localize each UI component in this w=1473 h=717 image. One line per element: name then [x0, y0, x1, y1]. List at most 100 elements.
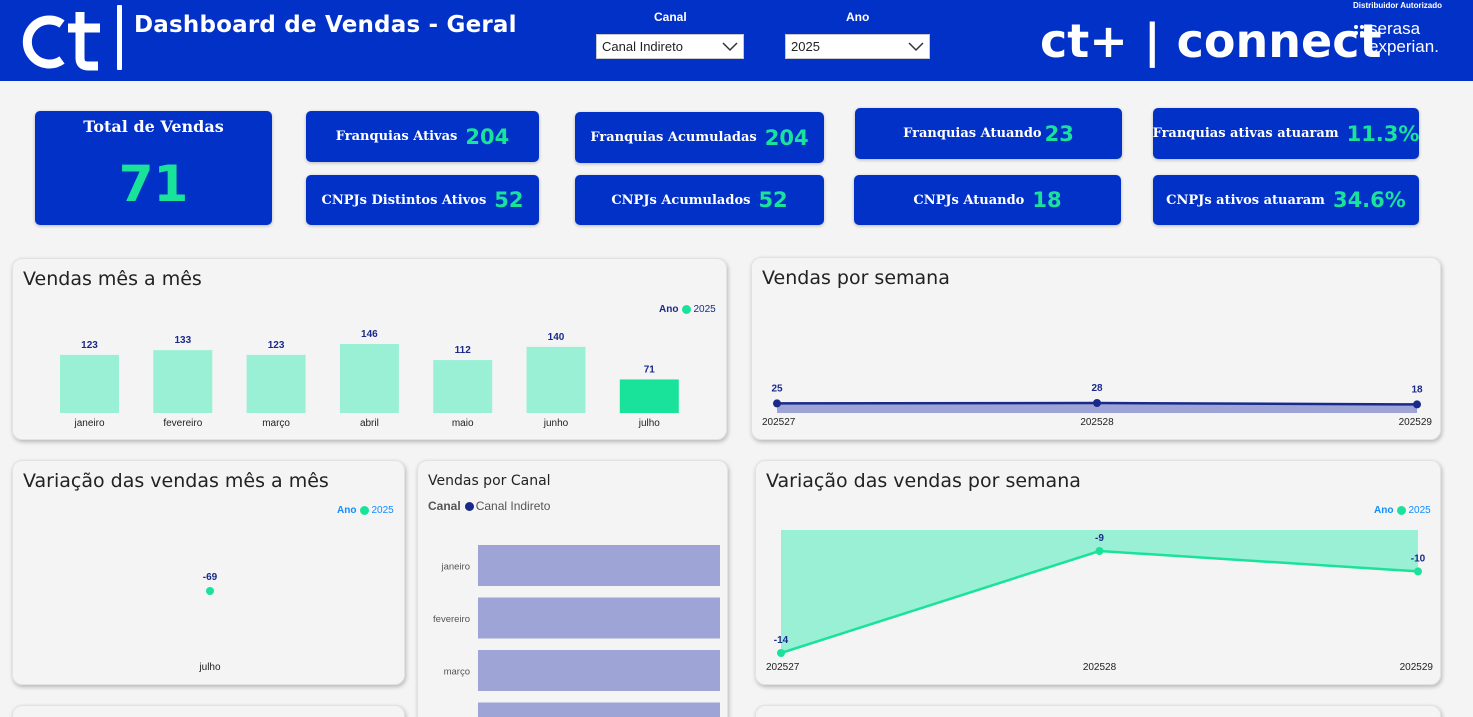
data-point	[1413, 400, 1421, 409]
x-tick-label: julho	[638, 418, 661, 429]
legend-label: Canal Indireto	[475, 499, 551, 513]
panel-monthly-variation[interactable]: Variação das vendas mês a mês Ano 2025 -…	[12, 460, 405, 685]
filter-canal-value: Canal Indireto	[602, 39, 683, 54]
kpi-label: CNPJs Distintos Ativos	[321, 192, 487, 208]
kpi-card: CNPJs Distintos Ativos 52	[306, 175, 539, 225]
kpi-value: 52	[494, 188, 524, 212]
kpi-card: CNPJs Atuando 18	[854, 175, 1121, 225]
area-fill	[777, 403, 1417, 413]
chart-legend: Ano 2025	[337, 505, 394, 516]
data-label: 112	[455, 345, 472, 356]
logo-divider	[117, 5, 122, 70]
x-tick-label: 202528	[1080, 417, 1114, 428]
filter-ano-select[interactable]: 2025	[785, 34, 930, 59]
data-label: 18	[1411, 384, 1423, 395]
kpi-total-label: Total de Vendas	[83, 117, 224, 136]
chart-legend: Ano 2025	[659, 304, 716, 315]
kpi-label: CNPJs Atuando	[913, 192, 1025, 208]
panel-weekly-sales[interactable]: Vendas por semana 25 202527 28 202528 18 2025…	[751, 257, 1441, 440]
filter-canal-select[interactable]: Canal Indireto	[596, 34, 744, 59]
serasa-logo-icon	[1354, 25, 1364, 35]
legend-title: Canal	[428, 499, 461, 513]
x-tick-label: fevereiro	[163, 418, 202, 429]
chevron-down-icon	[908, 42, 924, 52]
panel-title: Variação das vendas por semana	[766, 470, 1081, 492]
page-title: Dashboard de Vendas - Geral	[134, 12, 517, 38]
panel-monthly-sales[interactable]: Vendas mês a mês Ano 2025 123 janeiro 133 f…	[12, 258, 727, 440]
legend-title: Ano	[659, 304, 679, 315]
weekly-variation-chart: -14 202527 -9 202528 -10 202529	[766, 530, 1433, 673]
data-point	[1093, 399, 1101, 407]
data-label: 25	[771, 383, 783, 394]
bar	[478, 597, 720, 639]
legend-label: 2025	[693, 304, 716, 315]
panel-channel-sales[interactable]: Vendas por Canal Canal Canal Indireto ja…	[417, 460, 728, 717]
y-tick-label: fevereiro	[433, 614, 470, 625]
x-tick-label: 202527	[762, 417, 796, 428]
panel-weekly-variation[interactable]: Variação das vendas por semana Ano 2025 …	[755, 460, 1441, 685]
panel-title: Vendas por Canal	[428, 473, 551, 489]
bar	[339, 344, 399, 413]
legend-title: Ano	[1374, 505, 1394, 516]
kpi-value: 52	[758, 188, 788, 212]
serasa-logo: serasa experian.	[1353, 20, 1463, 64]
x-tick-label: abril	[360, 418, 379, 429]
bar	[433, 360, 493, 413]
x-tick-label: maio	[452, 418, 474, 429]
monthly-variation-chart: -69 julho	[198, 572, 221, 673]
distributor-label: Distribuidor Autorizado	[1353, 1, 1443, 10]
x-tick-label: março	[262, 418, 290, 429]
kpi-card: Franquias Ativas 204	[306, 111, 539, 162]
panel-bottom-left	[12, 705, 405, 717]
data-label: 146	[361, 329, 378, 340]
kpi-value: 34.6%	[1332, 188, 1406, 212]
x-tick-label: 202527	[766, 662, 800, 673]
kpi-value: 18	[1032, 188, 1062, 212]
data-point	[773, 399, 781, 408]
bar	[478, 650, 720, 691]
kpi-label: CNPJs ativos atuaram	[1166, 192, 1325, 208]
y-tick-label: janeiro	[440, 562, 470, 573]
panel-title: Variação das vendas mês a mês	[23, 470, 329, 492]
bar	[619, 379, 679, 413]
y-tick-label: março	[444, 667, 470, 678]
data-label: -9	[1095, 533, 1104, 544]
legend-dot	[360, 506, 370, 515]
data-point	[1095, 547, 1104, 555]
weekly-sales-chart: 25 202527 28 202528 18 202529	[762, 383, 1433, 428]
data-label: 123	[268, 340, 285, 351]
data-label: 133	[174, 335, 191, 346]
bar	[60, 354, 119, 413]
kpi-card: CNPJs ativos atuaram 34.6%	[1153, 175, 1419, 225]
chart-legend: Ano 2025	[1374, 505, 1431, 516]
x-tick-label: junho	[543, 418, 569, 429]
chevron-down-icon	[722, 42, 738, 52]
data-label: -14	[774, 635, 789, 646]
kpi-value: 11.3%	[1346, 121, 1420, 146]
legend-title: Ano	[337, 505, 357, 516]
panel-title: Vendas mês a mês	[23, 268, 202, 290]
kpi-label: Franquias ativas atuaram	[1152, 126, 1339, 141]
bar	[246, 354, 306, 413]
data-point	[206, 587, 214, 595]
data-label: 140	[548, 332, 565, 343]
kpi-card: Franquias ativas atuaram 11.3%	[1153, 108, 1419, 159]
kpi-label: Franquias Acumuladas	[590, 130, 757, 145]
kpi-value: 23	[1044, 121, 1074, 146]
x-tick-label: 202528	[1083, 662, 1117, 673]
header-bar: ct Dashboard de Vendas - Geral Canal Can…	[0, 0, 1473, 81]
x-tick-label: 202529	[1399, 417, 1433, 428]
kpi-label: Franquias Ativas	[335, 129, 458, 144]
bar	[153, 350, 213, 413]
kpi-card: Franquias Atuando 23	[855, 108, 1122, 159]
bar	[526, 346, 586, 413]
kpi-card: Franquias Acumuladas 204	[575, 112, 824, 163]
legend-label: 2025	[1408, 505, 1431, 516]
filter-ano-value: 2025	[791, 39, 820, 54]
legend-dot	[464, 501, 474, 511]
kpi-card: CNPJs Acumulados 52	[575, 175, 824, 225]
bar	[478, 702, 720, 717]
legend-label: 2025	[371, 505, 394, 516]
kpi-value: 204	[764, 125, 809, 150]
monthly-sales-chart: 123 janeiro 133 fevereiro 123 março 146 abril 11…	[60, 329, 679, 429]
